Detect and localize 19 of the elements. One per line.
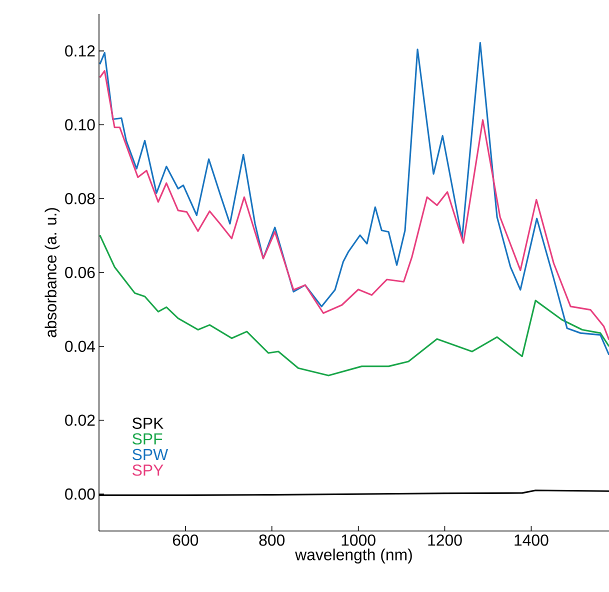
y-tick-label: 0.02: [65, 414, 95, 426]
y-tick-label: 0.00: [65, 488, 95, 500]
x-tick-label: 1400: [514, 534, 548, 546]
y-tick-label: 0.10: [65, 119, 95, 130]
x-tick-label: 800: [259, 534, 285, 546]
x-tick-label: 1000: [342, 534, 376, 546]
y-tick-label: 0.08: [65, 193, 95, 204]
y-axis-title: absorbance (a. u.): [44, 208, 60, 338]
y-tick-label: 0.06: [65, 266, 95, 278]
text: SPY: [132, 464, 164, 476]
x-tick-label: 600: [172, 534, 198, 546]
text: SPK: [132, 418, 164, 429]
text: SPF: [132, 433, 162, 445]
x-axis-title: wavelength (nm): [295, 548, 412, 564]
x-tick-label: 1200: [428, 534, 462, 546]
line-series: [99, 234, 609, 376]
y-tick-label: 0.12: [65, 45, 95, 57]
text: SPW: [132, 448, 168, 460]
y-tick-label: 0.04: [65, 340, 96, 352]
